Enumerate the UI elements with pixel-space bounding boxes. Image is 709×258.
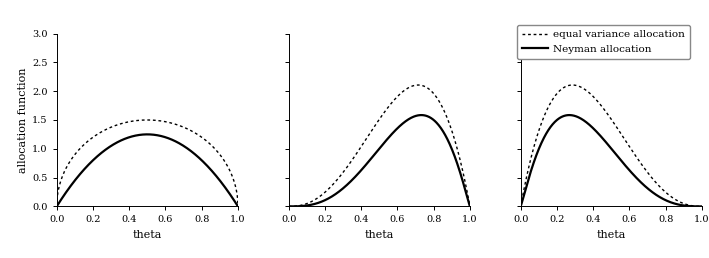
X-axis label: theta: theta: [364, 230, 394, 240]
Y-axis label: allocation function: allocation function: [18, 67, 28, 173]
X-axis label: theta: theta: [596, 230, 626, 240]
Legend: equal variance allocation, Neyman allocation: equal variance allocation, Neyman alloca…: [517, 25, 691, 59]
X-axis label: theta: theta: [133, 230, 162, 240]
